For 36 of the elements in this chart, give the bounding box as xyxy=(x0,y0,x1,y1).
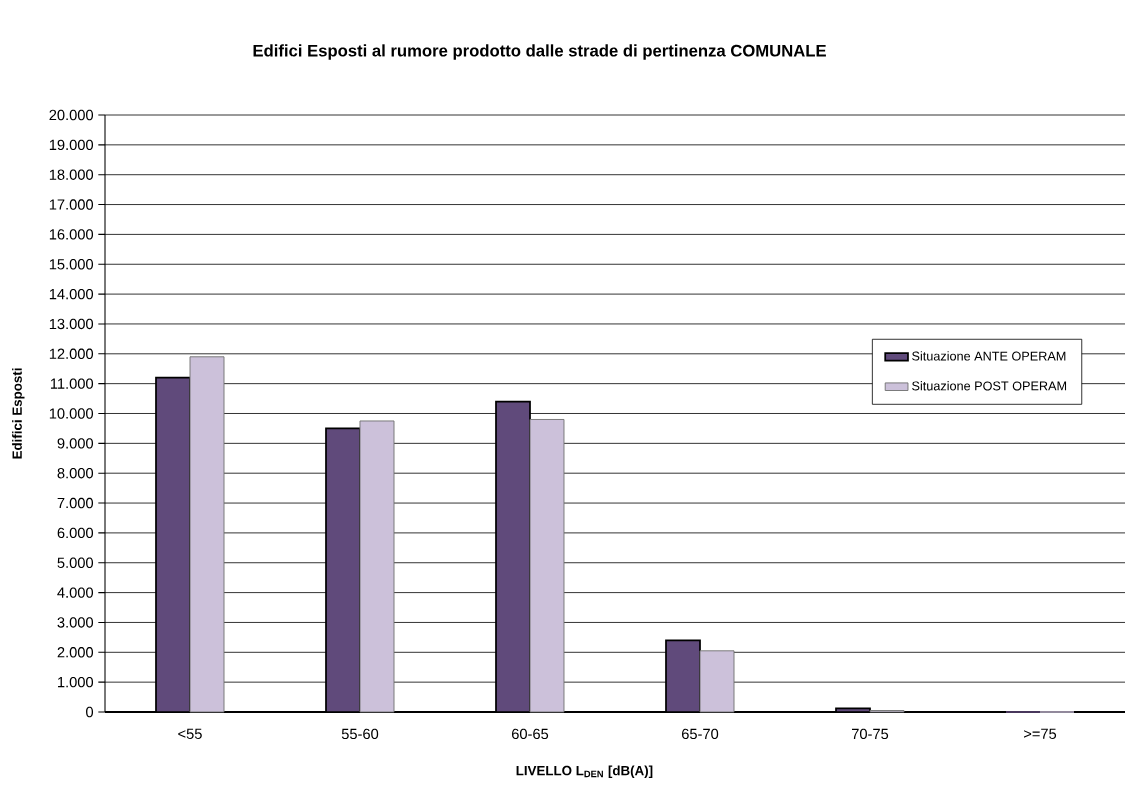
y-tick-label: 3.000 xyxy=(57,617,94,628)
y-tick-label: 18.000 xyxy=(49,169,94,180)
y-tick-label: 14.000 xyxy=(49,288,94,300)
y-tick-label: 2.000 xyxy=(57,647,94,658)
y-tick-label: 11.000 xyxy=(50,378,94,389)
y-tick-label: 15.000 xyxy=(49,259,94,270)
y-tick-label: 16.000 xyxy=(49,229,94,240)
bar xyxy=(699,650,735,713)
x-tick-label: 60-65 xyxy=(512,728,549,740)
y-axis-title: Edifici Esposti xyxy=(12,368,25,459)
y-tick-label: 0 xyxy=(86,706,94,718)
y-tick-label: 7.000 xyxy=(57,497,94,509)
y-tick-label: 13.000 xyxy=(49,318,94,330)
bar xyxy=(189,356,225,713)
y-tick-label: 17.000 xyxy=(49,199,94,210)
chart-title: Edifici Esposti al rumore prodotto dalle strade di pertinenza COMUNALE xyxy=(253,44,826,60)
y-tick-label: 8.000 xyxy=(57,468,94,479)
x-tick-label: 55-60 xyxy=(341,728,379,740)
bar xyxy=(529,419,565,713)
y-tick-label: 4.000 xyxy=(57,587,94,598)
y-tick-label: 10.000 xyxy=(49,408,94,419)
x-tick-label: >=75 xyxy=(1024,728,1057,739)
bar xyxy=(359,420,395,713)
x-tick-label: <55 xyxy=(178,728,202,739)
x-axis-title: LIVELLO L$_{DEN}$ [dB(A)] xyxy=(516,765,653,778)
y-tick-label: 6.000 xyxy=(57,527,94,539)
y-tick-label: 19.000 xyxy=(49,139,94,151)
y-tick-label: 12.000 xyxy=(49,348,94,359)
y-tick-label: 5.000 xyxy=(57,557,94,568)
x-tick-label: 70-75 xyxy=(852,728,889,740)
legend-label: Situazione ANTE OPERAM xyxy=(912,351,1066,361)
legend-label: Situazione POST OPERAM xyxy=(912,381,1067,391)
x-tick-label: 65-70 xyxy=(682,728,719,740)
y-tick-label: 20.000 xyxy=(49,109,94,121)
y-tick-label: 9.000 xyxy=(57,438,94,449)
y-tick-label: 1.000 xyxy=(58,676,94,688)
